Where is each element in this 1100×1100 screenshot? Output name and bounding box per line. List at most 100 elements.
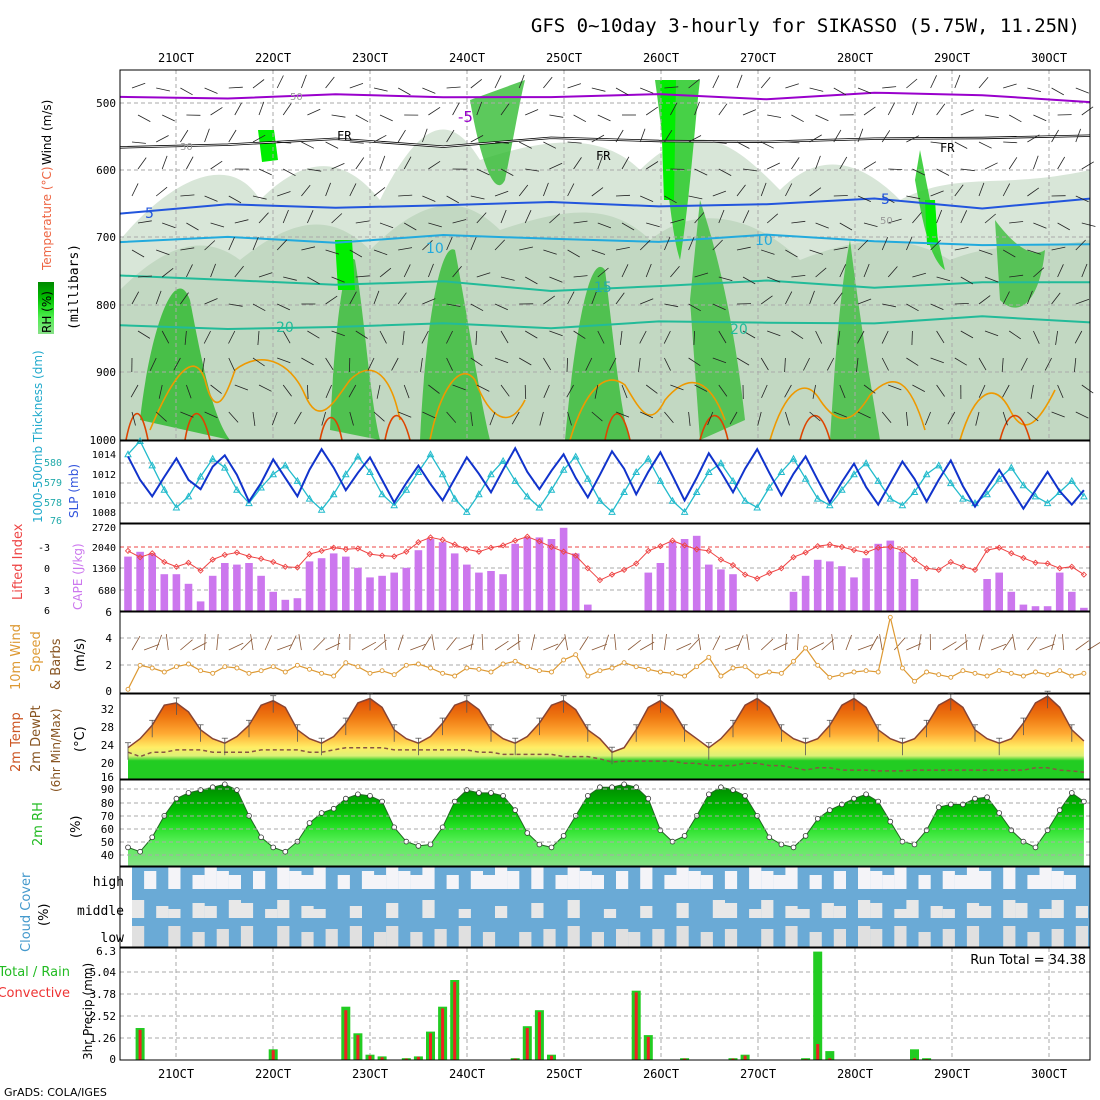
- wind-barb: [228, 411, 239, 423]
- cloud-high-clear: [1051, 871, 1064, 889]
- wind10m-barb: [954, 640, 968, 651]
- wind10m-speed-point: [1069, 673, 1075, 679]
- wind-barb: [1002, 384, 1010, 398]
- wind-barb: [422, 87, 436, 94]
- lifted-index-point: [270, 558, 277, 566]
- cloud-low-clear: [410, 932, 423, 947]
- cloud-high-clear: [410, 875, 423, 889]
- thickness-tick: 76: [50, 516, 62, 527]
- wind10m-barb: [1051, 634, 1056, 651]
- cape-bar: [124, 556, 132, 611]
- wind10m-barb: [481, 633, 484, 651]
- cloud-high-clear: [253, 871, 266, 889]
- cloud-level-middle: middle: [77, 904, 124, 919]
- cape-tick: 680: [98, 586, 116, 597]
- thickness-point: [148, 461, 157, 469]
- cape-bar: [559, 527, 568, 611]
- wind-barb: [567, 83, 582, 89]
- wind-barb: [591, 187, 604, 197]
- thickness-point: [1031, 492, 1040, 500]
- wind-barb: [519, 246, 533, 251]
- wind-barb: [597, 155, 603, 170]
- wind-barb: [321, 411, 326, 426]
- wind-barb: [887, 266, 898, 278]
- wind-barb: [954, 357, 968, 366]
- wind-barb: [984, 162, 998, 170]
- cloud-high-clear: [979, 871, 992, 889]
- wind-barb: [712, 190, 727, 197]
- wind-barb: [1033, 222, 1047, 229]
- date-tick-label: 23OCT: [352, 1067, 388, 1081]
- wind-barb: [984, 330, 999, 337]
- wind-barb: [549, 330, 563, 337]
- wind-barb: [906, 78, 918, 89]
- wind-barb: [373, 134, 387, 143]
- wind10m-barb: [422, 636, 432, 651]
- wind-barb: [525, 109, 539, 116]
- thickness-tick: 578: [44, 498, 62, 509]
- cloud-high-clear: [567, 867, 580, 889]
- cape-bar: [438, 542, 447, 611]
- wind-barb: [155, 186, 168, 197]
- wind10m-barb: [1027, 636, 1038, 651]
- wind10m-speed-point: [222, 664, 228, 670]
- cloud-middle-clear: [930, 906, 943, 918]
- wind-barb: [252, 357, 265, 367]
- rh2m-point: [439, 824, 446, 831]
- upper-wind-barbs: [130, 74, 1096, 426]
- wind-barb: [252, 303, 266, 312]
- rh2m-point: [488, 790, 494, 796]
- wind10m-barb: [264, 635, 272, 651]
- temp-tick: 32: [101, 703, 114, 716]
- wind-barb: [162, 222, 176, 229]
- wind-barb: [549, 162, 563, 170]
- cloud-high-clear: [192, 875, 205, 889]
- wind-barb: [664, 86, 679, 89]
- cape-bar: [426, 539, 435, 611]
- date-axis-bottom: 21OCT 22OCT 23OCT 24OCT 25OCT 26OCT 27OCT 28OCT…: [158, 1067, 1067, 1081]
- run-total-annotation: Run Total = 34.38: [970, 953, 1086, 968]
- cloud-middle-clear: [676, 903, 689, 918]
- footer-credit: GrADS: COLA/IGES: [4, 1086, 107, 1099]
- wind-barb: [984, 114, 999, 119]
- wind-barb: [664, 357, 671, 371]
- wind-barb: [403, 222, 417, 231]
- wind-barb: [785, 249, 798, 258]
- contour-label-10: 10: [426, 241, 444, 257]
- rh-tick: 80: [101, 797, 114, 810]
- thickness-point: [547, 485, 556, 493]
- lifted-index-point: [512, 537, 519, 544]
- wind10m-barb: [591, 643, 607, 651]
- wind-barb: [1075, 298, 1090, 305]
- wind-barb: [1002, 183, 1011, 197]
- lifted-index-point: [729, 561, 737, 569]
- wind10m-barb: [978, 634, 984, 651]
- y-tick-800: 800: [96, 299, 116, 312]
- wind-barb: [156, 249, 170, 256]
- wind-barb: [519, 141, 532, 149]
- wind10m-barb: [530, 634, 536, 651]
- contour-label-5: 5: [145, 206, 154, 222]
- precip-convective-bar: [356, 1035, 360, 1060]
- wind-barb: [186, 222, 199, 231]
- wind10m-barb: [555, 637, 566, 651]
- thickness-point: [438, 470, 447, 478]
- rh2m-point: [415, 843, 422, 849]
- precip-convective-bar: [344, 1010, 348, 1060]
- cape-bar: [838, 566, 846, 611]
- cloud-middle-clear: [942, 909, 955, 918]
- wind-barb: [833, 411, 847, 418]
- wind-barb: [609, 357, 617, 371]
- wind-barb: [809, 411, 821, 422]
- cloud-high-clear: [591, 875, 604, 889]
- wind-barb: [349, 83, 364, 89]
- cloud-low-clear: [616, 929, 629, 947]
- wind-barb: [742, 330, 756, 339]
- wind-barb: [156, 87, 170, 92]
- wind-barb: [975, 411, 980, 426]
- rh-tick: 60: [101, 823, 114, 836]
- precip-convective-bar: [816, 1044, 820, 1060]
- wind-barb: [173, 357, 181, 371]
- wind-barb: [881, 411, 892, 424]
- thickness-point: [898, 501, 907, 509]
